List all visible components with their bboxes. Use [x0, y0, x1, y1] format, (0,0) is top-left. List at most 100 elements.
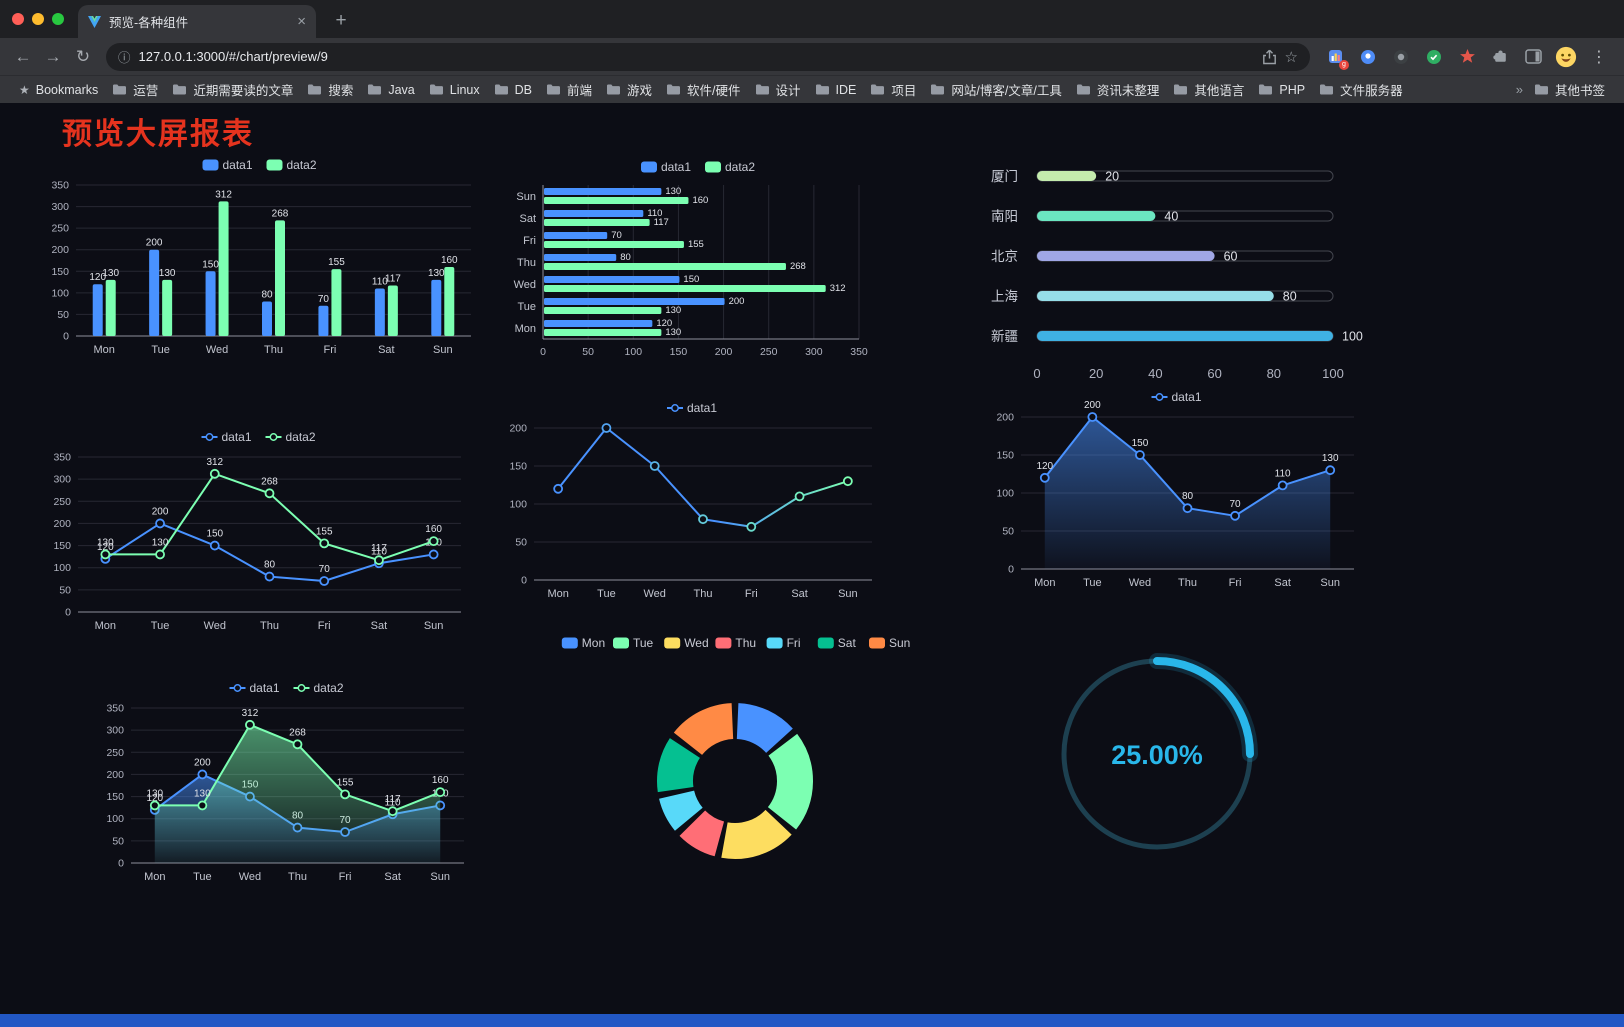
page-content: 预览大屏报表 data1 data2 0 50 100 150 200 250 300 350 Mo… — [0, 103, 1624, 1027]
bookmark-folder-item[interactable]: 其他语言 — [1166, 78, 1251, 101]
bookmark-label: 运营 — [133, 84, 159, 98]
bookmark-folder-item[interactable]: 运营 — [105, 78, 165, 101]
browser-tab[interactable]: 预览-各种组件 × — [78, 5, 316, 38]
other-bookmarks-item[interactable]: 其他书签 — [1527, 78, 1612, 101]
bookmark-folder-item[interactable]: 搜索 — [300, 78, 360, 101]
svg-text:120: 120 — [97, 542, 114, 553]
share-icon[interactable] — [1262, 49, 1277, 65]
bookmarks-menu-item[interactable]: ★ Bookmarks — [12, 81, 105, 99]
minimize-window-button[interactable] — [32, 13, 44, 25]
svg-text:150: 150 — [206, 529, 223, 540]
svg-text:200: 200 — [1084, 400, 1101, 411]
bookmark-folder-item[interactable]: Linux — [422, 81, 487, 99]
svg-text:Sun: Sun — [516, 191, 536, 203]
tab-close-icon[interactable]: × — [297, 13, 306, 30]
bookmark-folder-item[interactable]: 设计 — [748, 78, 808, 101]
bookmark-folder-item[interactable]: Java — [360, 81, 421, 99]
svg-text:data1: data1 — [687, 401, 717, 415]
svg-text:150: 150 — [683, 274, 699, 285]
bookmark-label: 搜索 — [328, 84, 354, 98]
extension-icon-3[interactable] — [1390, 46, 1412, 68]
site-info-icon[interactable]: ⓘ — [118, 51, 131, 65]
bookmarks-bar: ★ Bookmarks 运营 近期需要读的文章 搜索 Java Linux DB 前端 游戏 软件/… — [0, 75, 1624, 103]
bookmark-folder-item[interactable]: 前端 — [539, 78, 599, 101]
svg-text:Mon: Mon — [582, 636, 605, 650]
svg-text:160: 160 — [425, 524, 442, 535]
svg-text:南阳: 南阳 — [991, 209, 1018, 224]
extensions-puzzle-icon[interactable] — [1489, 46, 1511, 68]
back-button[interactable]: ← — [14, 46, 32, 66]
svg-text:130: 130 — [665, 327, 681, 338]
bookmark-folder-item[interactable]: 项目 — [863, 78, 923, 101]
svg-text:200: 200 — [53, 518, 71, 530]
svg-text:Mon: Mon — [547, 588, 568, 600]
bookmark-folder-item[interactable]: 软件/硬件 — [659, 78, 747, 101]
footer-accent-bar — [0, 1014, 1624, 1027]
bookmark-folder-item[interactable]: PHP — [1251, 81, 1312, 99]
bookmark-folder-item[interactable]: IDE — [808, 81, 864, 99]
extension-icon-5[interactable] — [1456, 46, 1478, 68]
svg-text:50: 50 — [57, 309, 69, 321]
browser-menu-icon[interactable]: ⋮ — [1591, 48, 1607, 66]
address-bar[interactable]: ⓘ 127.0.0.1:3000/#/chart/preview/9 ☆ — [106, 42, 1310, 71]
close-window-button[interactable] — [12, 13, 24, 25]
svg-text:Mon: Mon — [1034, 577, 1055, 589]
side-panel-icon[interactable] — [1522, 46, 1544, 68]
grouped-bar-chart[interactable]: data1 data2 0 50 100 150 200 250 300 350 Mon 120 130… — [38, 151, 483, 366]
bookmark-folder-item[interactable]: 文件服务器 — [1312, 78, 1410, 101]
svg-text:100: 100 — [1342, 330, 1363, 344]
svg-text:Wed: Wed — [514, 279, 536, 291]
svg-text:50: 50 — [1002, 526, 1014, 538]
extension-icon-4[interactable] — [1423, 46, 1445, 68]
svg-text:120: 120 — [146, 793, 163, 804]
svg-text:Fri: Fri — [339, 871, 352, 883]
extension-icon-1[interactable]: g — [1324, 46, 1349, 70]
svg-text:Wed: Wed — [239, 871, 261, 883]
new-tab-button[interactable]: + — [335, 10, 347, 31]
dual-line-chart[interactable]: data1 data2 0 50 100 150 200 250 300 350 Mon Tue Wed… — [42, 425, 477, 640]
svg-text:120: 120 — [89, 272, 106, 283]
svg-text:Wed: Wed — [1129, 577, 1151, 589]
svg-text:80: 80 — [1283, 290, 1297, 304]
bookmark-label: 近期需要读的文章 — [193, 84, 294, 98]
bookmark-label: 网站/博客/文章/工具 — [951, 84, 1062, 98]
profile-avatar[interactable] — [1555, 46, 1577, 68]
zoom-window-button[interactable] — [52, 13, 64, 25]
horizontal-bar-chart[interactable]: data1 data2 0 50 100 150 200 250 300 350 Sun 130 160… — [503, 153, 895, 365]
folder-icon — [494, 84, 508, 95]
extension-icon-2[interactable] — [1357, 46, 1379, 68]
svg-text:100: 100 — [1322, 366, 1344, 381]
reload-button[interactable]: ↻ — [75, 46, 91, 66]
capsule-progress-chart[interactable]: 厦门 20 南阳 40 北京 60 上海 80 新疆 100 0 20 40 60 80 100 — [985, 158, 1373, 386]
dual-area-line-chart[interactable]: data1 data2 0 50 100 150 200 250 300 350 Mon Tue Wed… — [95, 676, 480, 891]
svg-text:20: 20 — [1089, 366, 1103, 381]
area-line-chart[interactable]: data1 0 50 100 150 200 Mon Tue Wed Thu Fri Sat Sun 12… — [985, 385, 1370, 597]
svg-text:Thu: Thu — [694, 588, 713, 600]
svg-text:268: 268 — [790, 261, 806, 272]
bookmark-folder-item[interactable]: DB — [487, 81, 539, 99]
bookmark-folder-item[interactable]: 资讯未整理 — [1069, 78, 1167, 101]
star-icon: ★ — [19, 82, 30, 97]
svg-text:150: 150 — [1132, 438, 1149, 449]
donut-chart[interactable]: Mon Tue Wed Thu Fri Sat Sun — [545, 631, 925, 881]
svg-text:Sat: Sat — [384, 871, 401, 883]
gauge-chart[interactable]: 25.00% — [1052, 649, 1262, 859]
bookmark-folder-item[interactable]: 网站/博客/文章/工具 — [923, 78, 1068, 101]
tab-favicon-icon — [88, 15, 101, 28]
svg-text:80: 80 — [1182, 491, 1194, 502]
forward-button[interactable]: → — [44, 46, 62, 66]
bookmark-label: IDE — [835, 82, 857, 97]
bookmarks-overflow-chevron[interactable]: » — [1515, 82, 1523, 97]
svg-text:25.00%: 25.00% — [1111, 740, 1203, 770]
folder-icon — [1174, 84, 1188, 95]
url-text: 127.0.0.1:3000/#/chart/preview/9 — [138, 49, 328, 64]
svg-text:Sun: Sun — [424, 620, 444, 632]
svg-text:40: 40 — [1148, 366, 1162, 381]
bookmark-folder-item[interactable]: 近期需要读的文章 — [165, 78, 300, 101]
svg-text:80: 80 — [261, 289, 273, 300]
bookmark-star-icon[interactable]: ☆ — [1284, 48, 1298, 66]
svg-text:250: 250 — [760, 346, 778, 358]
bookmark-folder-item[interactable]: 游戏 — [599, 78, 659, 101]
gradient-line-chart[interactable]: data1 0 50 100 150 200 Mon Tue Wed Thu Fri Sat Sun — [498, 396, 888, 608]
svg-text:350: 350 — [53, 452, 71, 464]
